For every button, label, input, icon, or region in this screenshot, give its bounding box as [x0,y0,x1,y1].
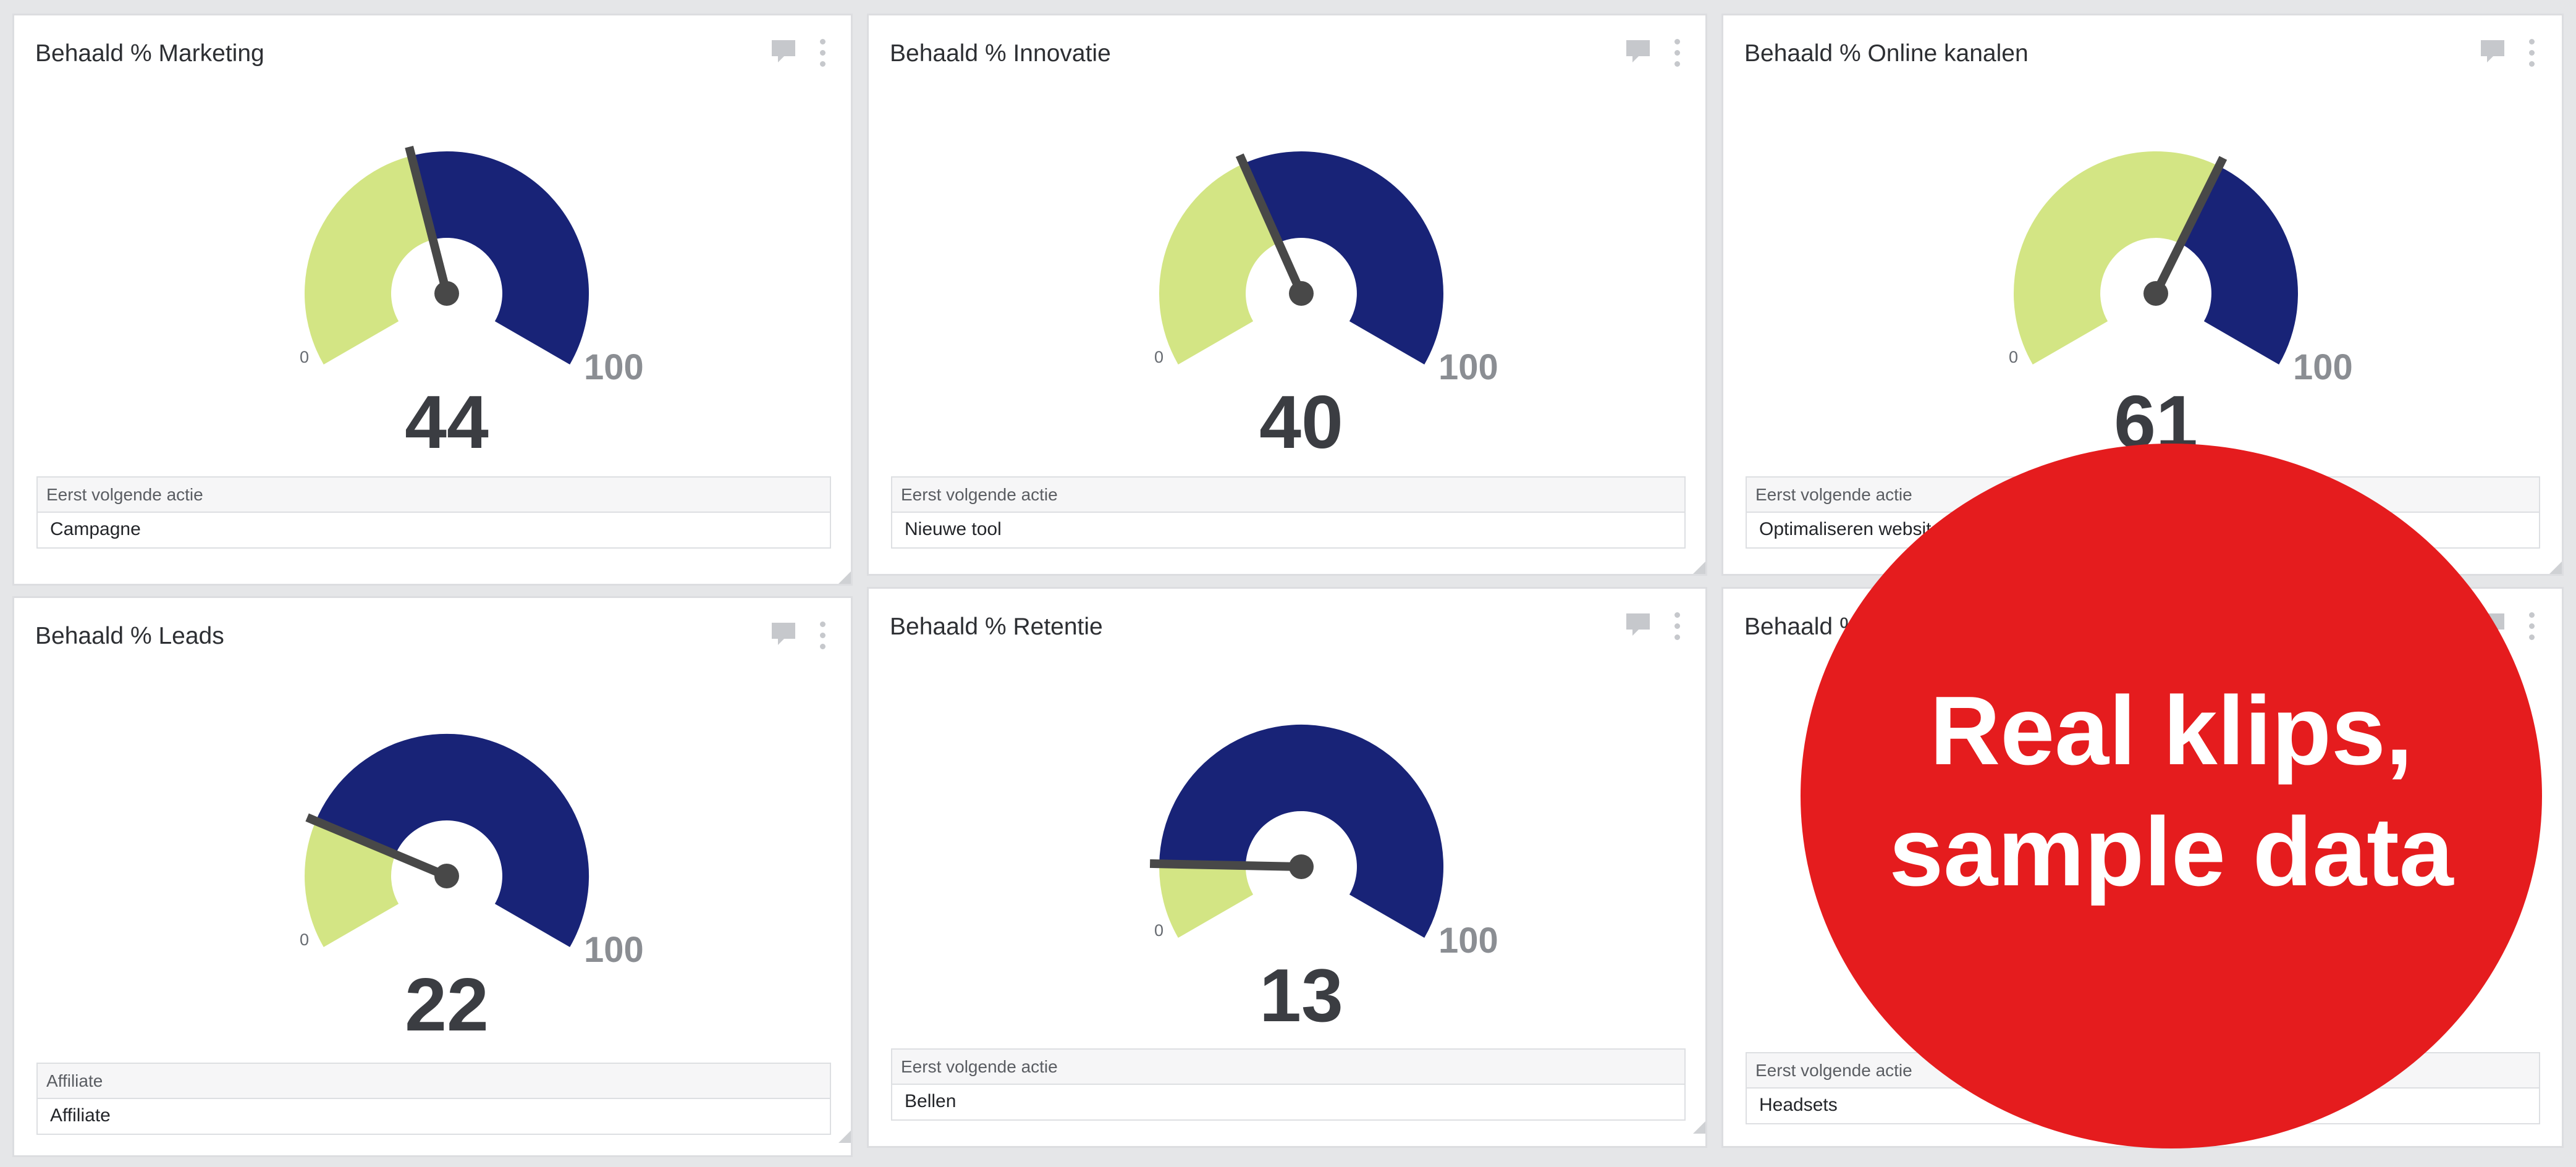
badge-line-2: sample data [1889,798,2454,906]
panel-retentie: Behaald % Retentie 0 100 13 Eerst volgen… [867,587,1707,1148]
actie-value: Campagne [50,519,141,539]
gauge-hub [1289,281,1314,306]
kebab-menu-icon[interactable] [818,621,827,652]
gauge-needle [405,145,451,295]
kebab-menu-icon[interactable] [1673,39,1681,70]
panel-leads: Behaald % Leads 0 100 22 Affiliate Affil… [12,596,853,1157]
comment-icon[interactable] [1625,39,1651,64]
panel-title: Behaald % Retentie [890,613,1103,640]
actie-header: Affiliate [38,1064,830,1099]
actie-table: Affiliate Affiliate [36,1063,831,1135]
panel-title: Behaald % Marketing [35,40,264,67]
gauge: 0 100 40 [1154,151,1498,464]
gauge-max-label: 100 [1438,921,1498,961]
gauge-needle [1235,153,1306,295]
actie-value: Nieuwe tool [905,519,1002,539]
gauge-hub [2143,281,2168,306]
panel-title: Behaald % Online kanalen [1744,40,2029,67]
actie-table: Eerst volgende actie Campagne [36,476,831,549]
gauge-needle [2152,156,2228,296]
actie-header: Eerst volgende actie [38,478,830,513]
gauge-min-label: 0 [1154,921,1163,940]
kebab-menu-icon[interactable] [818,39,827,70]
actie-value: Affiliate [50,1105,111,1126]
gauge-remaining-arc [1159,864,1254,938]
gauge-remaining-arc [2013,151,2219,364]
gauge: 0 100 13 [1149,724,1498,1037]
actie-value: Optimaliseren websit [1759,519,1932,539]
actie-header: Eerst volgende actie [892,478,1684,513]
comment-icon[interactable] [771,39,796,64]
gauge: 0 100 61 [2009,151,2353,464]
gauge-achieved-arc [1159,724,1444,938]
gauge: 0 100 22 [300,733,644,1047]
gauge-achieved-arc [1243,151,1443,364]
gauge: 0 100 44 [300,145,644,464]
resize-handle-icon[interactable] [1693,1121,1705,1134]
badge-line-1: Real klips, [1930,676,2413,785]
gauge-hub [434,281,459,306]
gauge-min-label: 0 [300,930,309,949]
gauge-hub [1289,854,1314,879]
gauge-achieved-arc [2181,166,2299,364]
sample-data-badge [1801,444,2542,1148]
gauge-value: 40 [1259,380,1343,464]
gauge-remaining-arc [1159,163,1279,364]
kebab-menu-icon[interactable] [2527,612,2536,643]
gauge-max-label: 100 [584,930,644,970]
actie-value: Headsets [1759,1095,1838,1115]
actie-table: Eerst volgende actie Nieuwe tool [891,476,1686,549]
comment-icon[interactable] [2480,39,2506,64]
gauge-remaining-arc [305,820,399,947]
panel-innovatie: Behaald % Innovatie 0 100 40 Eerst volge… [867,14,1707,576]
kebab-menu-icon[interactable] [1673,612,1681,643]
gauge-achieved-arc [316,733,589,947]
resize-handle-icon[interactable] [2549,562,2562,574]
kebab-menu-icon[interactable] [2527,39,2536,70]
gauge-achieved-arc [411,151,589,364]
gauge-needle [305,813,449,880]
gauge-value: 13 [1259,953,1343,1037]
gauge-max-label: 100 [2293,347,2353,387]
gauge-value: 44 [405,380,489,464]
resize-handle-icon[interactable] [838,571,851,584]
actie-header: Eerst volgende actie [892,1050,1684,1085]
gauge-max-label: 100 [584,347,644,387]
gauge-needle [1149,859,1302,871]
gauge-min-label: 0 [300,348,309,366]
gauge-remaining-arc [304,156,433,364]
resize-handle-icon[interactable] [1693,562,1705,574]
actie-value: Bellen [905,1091,956,1111]
gauge-hub [434,864,459,888]
resize-handle-icon[interactable] [838,1131,851,1143]
panel-marketing: Behaald % Marketing 0 100 44 Eerst volge… [12,14,853,586]
gauge-min-label: 0 [2009,348,2018,366]
sample-data-badge-text: Real klips, sample data [1801,670,2542,912]
gauge-max-label: 100 [1438,347,1498,387]
gauge-min-label: 0 [1154,348,1163,366]
gauge-value: 22 [405,963,489,1047]
comment-icon[interactable] [1625,612,1651,637]
comment-icon[interactable] [771,621,796,646]
panel-title: Behaald % Innovatie [890,40,1111,67]
panel-title: Behaald % Leads [35,623,224,649]
actie-table: Eerst volgende actie Bellen [891,1048,1686,1121]
